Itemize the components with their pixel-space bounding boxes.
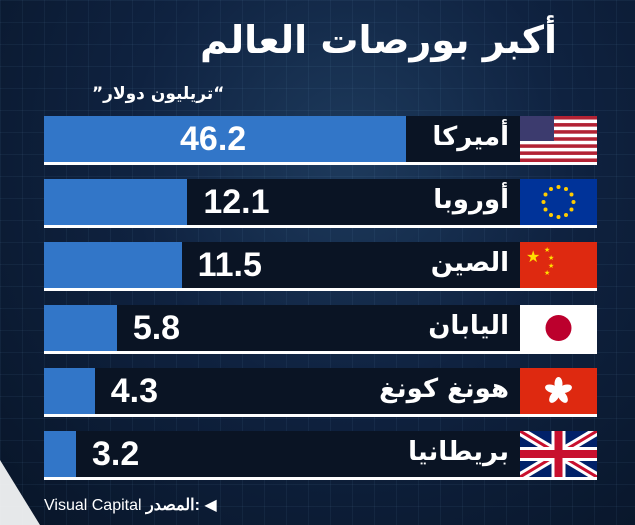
value-label: 12.1 <box>203 183 270 221</box>
category-label: اليابان <box>428 311 509 341</box>
bar <box>44 242 182 288</box>
value-label: 3.2 <box>92 435 140 473</box>
value-label: 5.8 <box>132 309 181 347</box>
baseline <box>44 225 597 228</box>
chart-title: أكبر بورصات العالم <box>200 18 557 62</box>
bar-row: 5.8 اليابان <box>44 305 597 354</box>
caret-left-icon: ◀ <box>204 497 217 514</box>
bar <box>44 368 95 414</box>
bar <box>44 116 406 162</box>
value-label: 4.3 <box>110 372 159 410</box>
corner-decoration <box>0 460 40 525</box>
bar-row: 3.2 بريطانيا <box>44 431 597 480</box>
category-label: أوروبا <box>433 185 509 215</box>
bar-row: 12.1 أوروبا <box>44 179 597 228</box>
source-line: Visual Capital المصدر: ◀ <box>44 495 217 515</box>
hong-kong-flag-icon <box>520 368 597 414</box>
bar-track <box>44 305 520 351</box>
svg-text:★: ★ <box>544 269 550 277</box>
source-name: Visual Capital <box>44 497 142 514</box>
baseline <box>44 288 597 291</box>
svg-text:★: ★ <box>544 246 550 254</box>
bar <box>44 305 117 351</box>
value-label: 46.2 <box>180 120 247 158</box>
uk-flag-icon <box>520 431 597 477</box>
svg-text:★: ★ <box>526 247 540 266</box>
value-label: 11.5 <box>197 246 262 284</box>
us-flag-icon <box>520 116 597 162</box>
baseline <box>44 414 597 417</box>
baseline <box>44 162 597 165</box>
category-label: أميركا <box>432 122 509 152</box>
bar-row: 4.3 هونغ كونغ <box>44 368 597 417</box>
unit-label: “تريليون دولار” <box>92 84 225 104</box>
category-label: هونغ كونغ <box>379 374 509 404</box>
svg-text:★: ★ <box>548 254 554 262</box>
bar <box>44 431 76 477</box>
china-flag-icon: ★ ★ ★ ★ ★ <box>520 242 597 288</box>
bar-track <box>44 368 520 414</box>
bar <box>44 179 188 225</box>
category-label: بريطانيا <box>408 437 509 467</box>
bar-track <box>44 431 520 477</box>
eu-flag-icon <box>520 179 597 225</box>
source-label: المصدر: <box>146 497 200 514</box>
bar-row: 46.2 أميركا <box>44 116 597 165</box>
baseline <box>44 477 597 480</box>
category-label: الصين <box>430 248 509 278</box>
japan-flag-icon <box>520 305 597 351</box>
bar-row: 11.5 الصين ★ ★ ★ ★ ★ <box>44 242 597 291</box>
svg-text:★: ★ <box>548 262 554 270</box>
baseline <box>44 351 597 354</box>
